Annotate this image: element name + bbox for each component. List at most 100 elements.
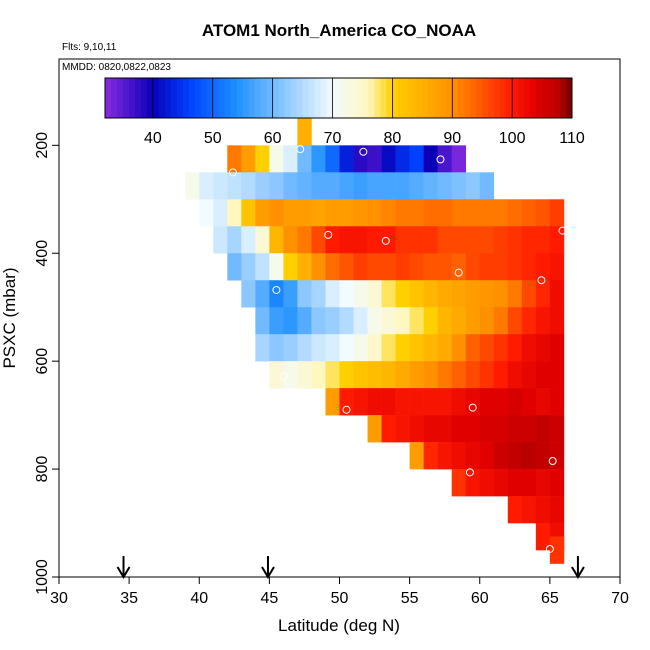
profile-point	[228, 168, 237, 177]
heatmap-cell	[465, 280, 481, 308]
heatmap-cell	[339, 172, 354, 200]
colorbar-tick-label: 110	[559, 130, 585, 147]
colorbar-segment	[314, 78, 321, 118]
heatmap-cell	[339, 334, 354, 362]
colorbar-tick-label: 80	[383, 130, 401, 147]
colorbar-segment	[362, 78, 369, 118]
heatmap-cell	[269, 199, 284, 227]
heatmap-cell	[367, 280, 382, 308]
colorbar-segment	[470, 78, 477, 118]
heatmap-cell	[311, 199, 326, 227]
x-tick-label: 45	[260, 590, 278, 607]
heatmap-cell	[395, 253, 410, 281]
heatmap-cell	[325, 199, 340, 227]
colorbar-segment	[446, 78, 453, 118]
heatmap-cell	[367, 199, 382, 227]
heatmap-cell	[451, 145, 467, 173]
heatmap-cell	[423, 145, 438, 173]
heatmap-cell	[227, 226, 242, 254]
heatmap-cell	[465, 415, 481, 443]
heatmap-cell	[269, 253, 284, 281]
y-tick-label: 600	[34, 348, 51, 375]
colorbar-tick-label: 40	[144, 130, 162, 147]
y-tick-label: 800	[34, 456, 51, 483]
heatmap-cell	[325, 388, 340, 416]
heatmap-cell	[367, 361, 382, 389]
heatmap-cell	[395, 145, 410, 173]
colorbar-segment	[176, 78, 184, 118]
heatmap-cell	[465, 199, 481, 227]
heatmap-cell	[297, 145, 312, 173]
heatmap-cell	[437, 415, 452, 443]
x-tick-label: 50	[331, 590, 349, 607]
colorbar-tick-label: 100	[499, 130, 526, 147]
heatmap-cell	[311, 334, 326, 362]
profile-point	[465, 468, 474, 477]
heatmap-cell	[437, 280, 452, 308]
heatmap-cell	[479, 442, 495, 470]
heatmap-cell	[535, 226, 551, 254]
heatmap-cell	[451, 172, 467, 200]
heatmap-cell	[409, 280, 424, 308]
heatmap-cell	[465, 361, 481, 389]
colorbar-segment	[500, 78, 507, 118]
colorbar-segment	[386, 78, 393, 118]
x-tick-label: 40	[190, 590, 208, 607]
colorbar-segment	[380, 78, 387, 118]
colorbar-segment	[242, 78, 250, 118]
heatmap-cell	[409, 415, 424, 443]
heatmap-cell	[423, 226, 438, 254]
heatmap-cell	[451, 415, 467, 443]
colorbar-segment	[344, 78, 351, 118]
heatmap-cell	[241, 253, 256, 281]
colorbar-segment	[452, 78, 459, 118]
colorbar-segment	[332, 78, 339, 118]
heatmap-cell	[549, 496, 565, 524]
heatmap-cell	[241, 145, 256, 173]
heatmap-cell	[297, 334, 312, 362]
colorbar-segment	[224, 78, 232, 118]
colorbar-segment	[554, 78, 561, 118]
heatmap-cell	[353, 388, 368, 416]
heatmap-cell	[549, 361, 565, 389]
heatmap-cell	[409, 253, 424, 281]
heatmap-cell	[507, 280, 523, 308]
heatmap-cell	[395, 334, 410, 362]
colorbar-segment	[272, 78, 280, 118]
heatmap-cell	[451, 307, 467, 335]
heatmap-cell	[465, 307, 481, 335]
heatmap-cell	[521, 442, 537, 470]
colorbar-segment	[236, 78, 244, 118]
heatmap-cell	[437, 172, 452, 200]
heatmap-cell	[311, 361, 326, 389]
colorbar-segment	[134, 78, 142, 118]
heatmap-cell	[409, 199, 424, 227]
heatmap-cell	[493, 280, 509, 308]
profile-point	[272, 285, 281, 294]
colorbar-segment	[536, 78, 543, 118]
heatmap-cell	[451, 280, 467, 308]
heatmap-cell	[535, 415, 551, 443]
heatmap-cell	[283, 226, 298, 254]
colorbar-segment	[278, 78, 286, 118]
colorbar-segment	[464, 78, 471, 118]
heatmap-cell	[535, 469, 551, 497]
heatmap-cell	[353, 334, 368, 362]
heatmap-cell	[493, 199, 509, 227]
heatmap-cell	[451, 469, 467, 497]
heatmap-cell	[493, 253, 509, 281]
heatmap-cell	[395, 361, 410, 389]
colorbar-segment	[122, 78, 130, 118]
heatmap-cell	[227, 145, 242, 173]
heatmap-cell	[521, 496, 537, 524]
heatmap-cell	[493, 307, 509, 335]
heatmap-cell	[423, 415, 438, 443]
flight-arrow-head	[116, 566, 131, 579]
colorbar-segment	[560, 78, 567, 118]
heatmap-cell	[381, 361, 396, 389]
colorbar-segment	[566, 78, 573, 118]
colorbar-segment	[296, 78, 303, 118]
chart-title: ATOM1 North_America CO_NOAA	[202, 21, 476, 40]
colorbar-segment	[320, 78, 327, 118]
heatmap-cell	[325, 172, 340, 200]
